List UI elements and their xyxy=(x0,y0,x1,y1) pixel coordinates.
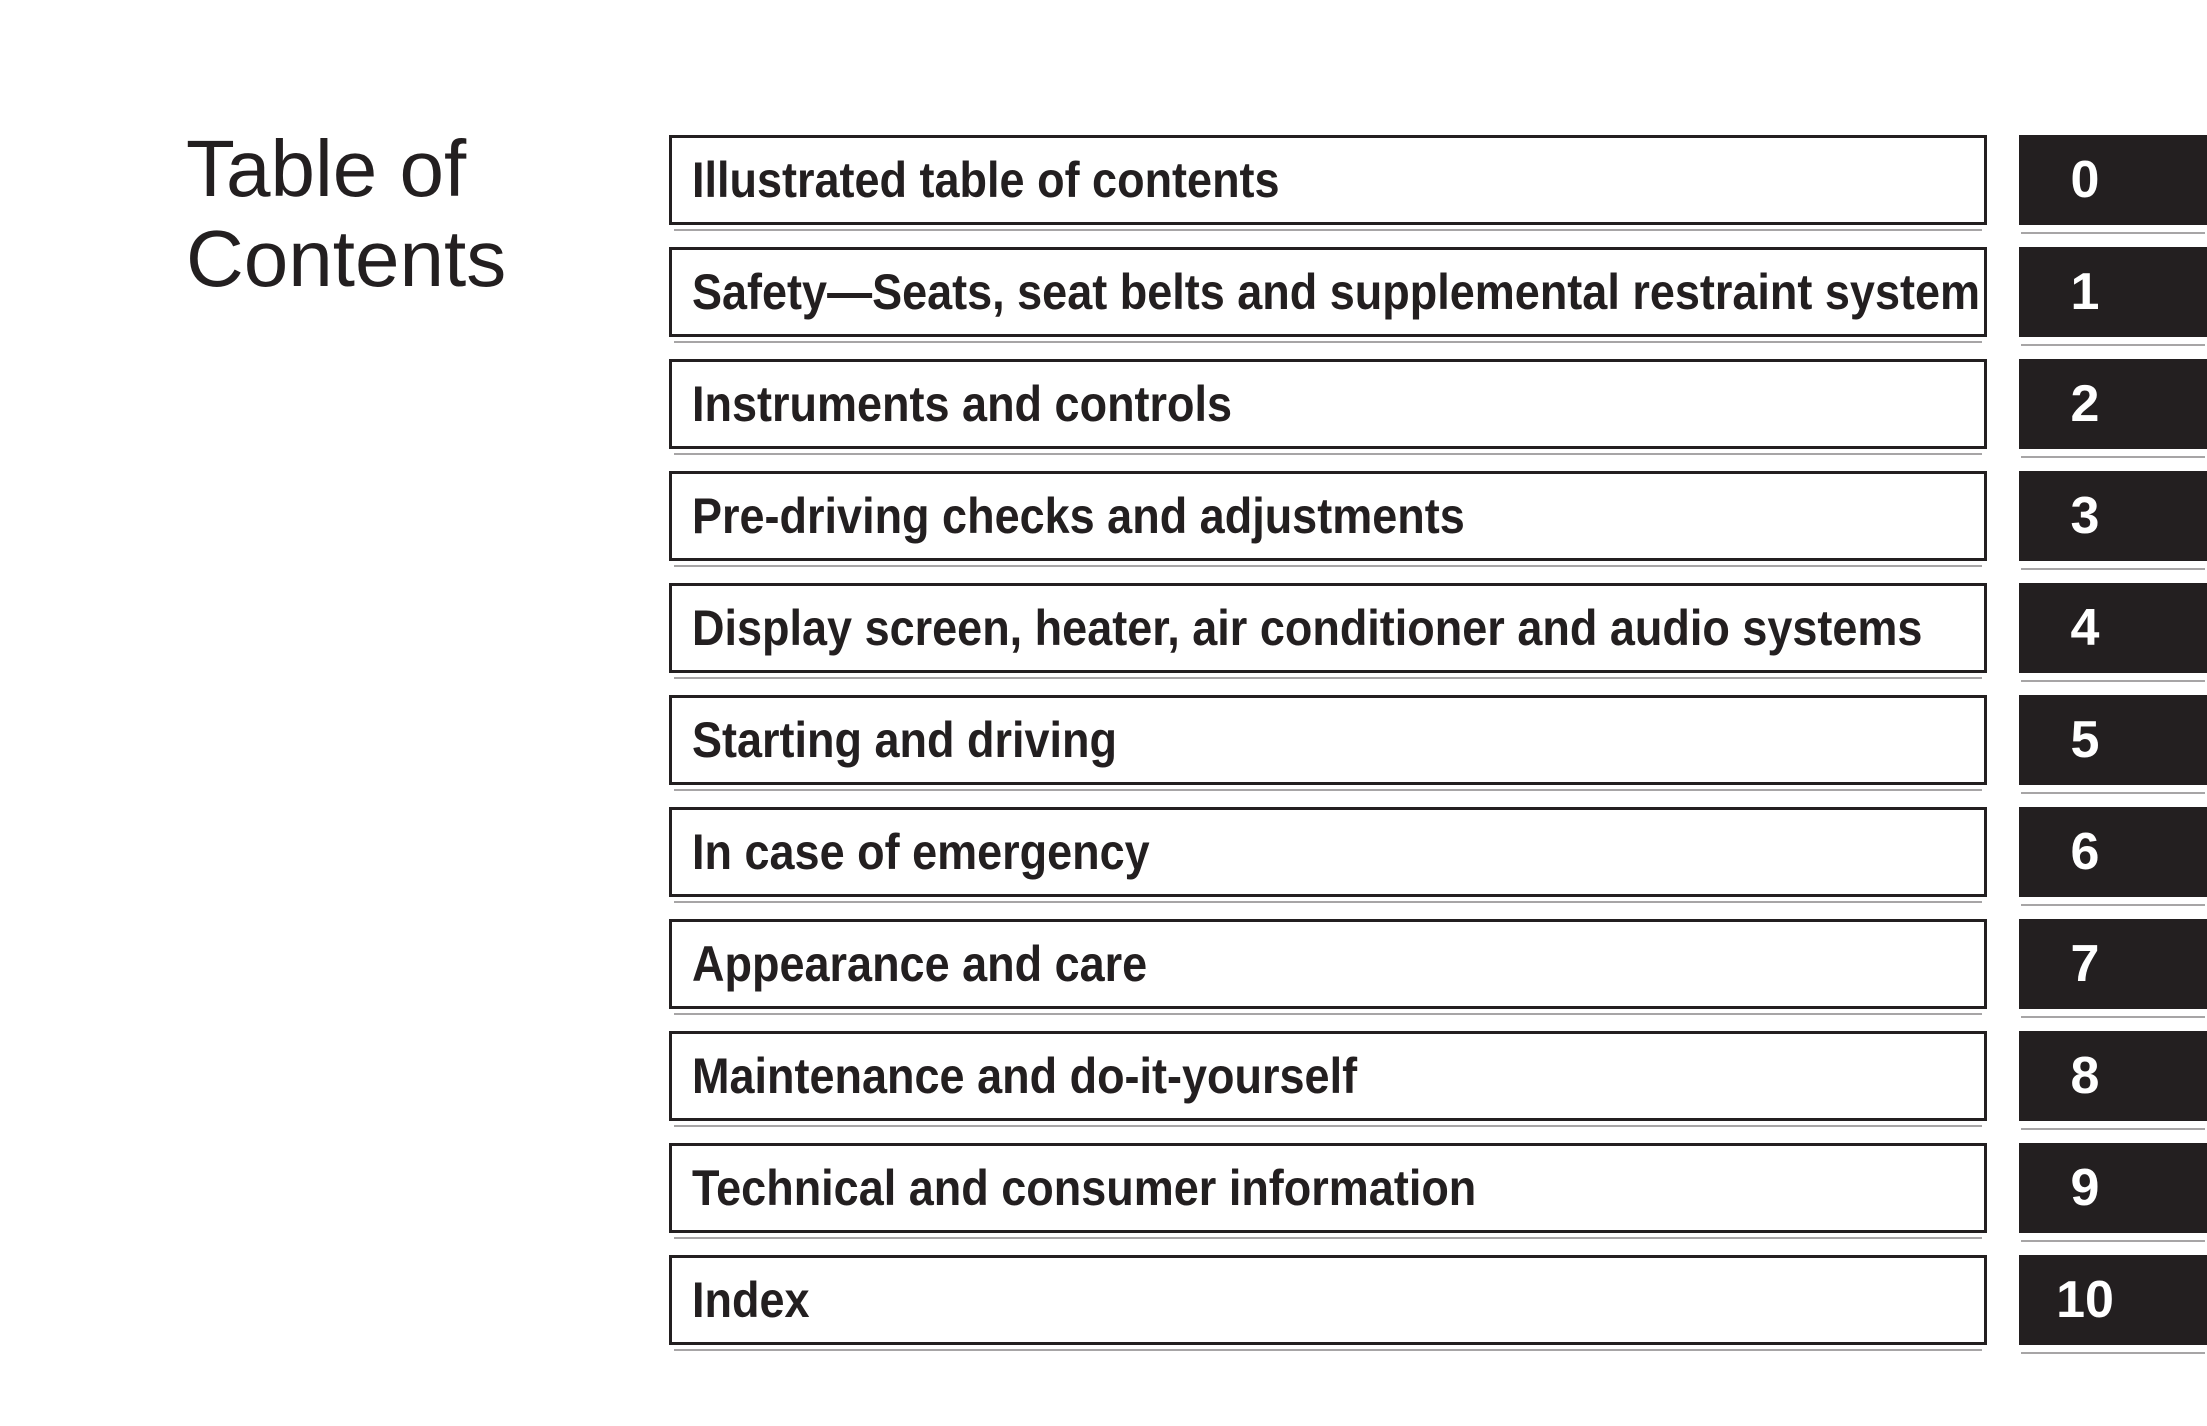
chapter-number-tab: 1 xyxy=(2019,247,2207,346)
chapter-number: 9 xyxy=(2070,1159,2100,1217)
chapter-title-box: In case of emergency xyxy=(669,807,1987,903)
chapter-title: Appearance and care xyxy=(692,936,1148,992)
chapter-number: 2 xyxy=(2070,375,2100,433)
chapter-number: 5 xyxy=(2070,711,2100,769)
chapter-title: Safety—Seats, seat belts and supplementa… xyxy=(692,264,1980,320)
toc-row: Display screen, heater, air conditioner … xyxy=(0,583,2207,682)
chapter-number-tab: 6 xyxy=(2019,807,2207,906)
chapter-number-tab: 8 xyxy=(2019,1031,2207,1130)
chapter-number: 10 xyxy=(2056,1271,2114,1329)
chapter-title: In case of emergency xyxy=(692,824,1150,880)
chapter-title: Starting and driving xyxy=(692,712,1118,768)
chapter-number: 4 xyxy=(2070,599,2100,657)
chapter-title-box: Pre-driving checks and adjustments xyxy=(669,471,1987,567)
chapter-number: 0 xyxy=(2070,151,2100,209)
toc-row: Appearance and care 7 xyxy=(0,919,2207,1018)
toc-row: Starting and driving 5 xyxy=(0,695,2207,794)
chapter-title: Technical and consumer information xyxy=(692,1160,1477,1216)
chapter-title-box: Technical and consumer information xyxy=(669,1143,1987,1239)
chapter-number-tab: 0 xyxy=(2019,135,2207,234)
chapter-number: 3 xyxy=(2070,487,2100,545)
chapter-number: 8 xyxy=(2070,1047,2100,1105)
chapter-number: 1 xyxy=(2070,263,2100,321)
chapter-number-tab: 3 xyxy=(2019,471,2207,570)
chapter-number-tab: 7 xyxy=(2019,919,2207,1018)
toc-row: In case of emergency 6 xyxy=(0,807,2207,906)
toc-list: Illustrated table of contents 0 Safety—S… xyxy=(0,135,2207,1354)
chapter-title: Display screen, heater, air conditioner … xyxy=(692,600,1923,656)
chapter-title-box: Instruments and controls xyxy=(669,359,1987,455)
chapter-title-box: Safety—Seats, seat belts and supplementa… xyxy=(669,247,1987,343)
toc-row: Pre-driving checks and adjustments 3 xyxy=(0,471,2207,570)
toc-row: Instruments and controls 2 xyxy=(0,359,2207,458)
chapter-title: Maintenance and do-it-yourself xyxy=(692,1048,1358,1104)
chapter-title-box: Illustrated table of contents xyxy=(669,135,1987,231)
chapter-title-box: Maintenance and do-it-yourself xyxy=(669,1031,1987,1127)
chapter-title: Illustrated table of contents xyxy=(692,152,1280,208)
chapter-number-tab: 4 xyxy=(2019,583,2207,682)
chapter-title-box: Starting and driving xyxy=(669,695,1987,791)
chapter-title: Instruments and controls xyxy=(692,376,1233,432)
chapter-number-tab: 9 xyxy=(2019,1143,2207,1242)
toc-row: Maintenance and do-it-yourself 8 xyxy=(0,1031,2207,1130)
chapter-title-box: Display screen, heater, air conditioner … xyxy=(669,583,1987,679)
toc-row: Safety—Seats, seat belts and supplementa… xyxy=(0,247,2207,346)
page-title: Table of Contents xyxy=(186,124,507,303)
toc-row: Index 10 xyxy=(0,1255,2207,1354)
chapter-title-box: Appearance and care xyxy=(669,919,1987,1015)
chapter-title-box: Index xyxy=(669,1255,1987,1351)
chapter-number: 7 xyxy=(2070,935,2100,993)
toc-row: Illustrated table of contents 0 xyxy=(0,135,2207,234)
chapter-title: Pre-driving checks and adjustments xyxy=(692,488,1465,544)
chapter-number-tab: 2 xyxy=(2019,359,2207,458)
toc-row: Technical and consumer information 9 xyxy=(0,1143,2207,1242)
chapter-number-tab: 5 xyxy=(2019,695,2207,794)
chapter-number-tab: 10 xyxy=(2019,1255,2207,1354)
chapter-number: 6 xyxy=(2070,823,2100,881)
chapter-title: Index xyxy=(692,1272,810,1328)
